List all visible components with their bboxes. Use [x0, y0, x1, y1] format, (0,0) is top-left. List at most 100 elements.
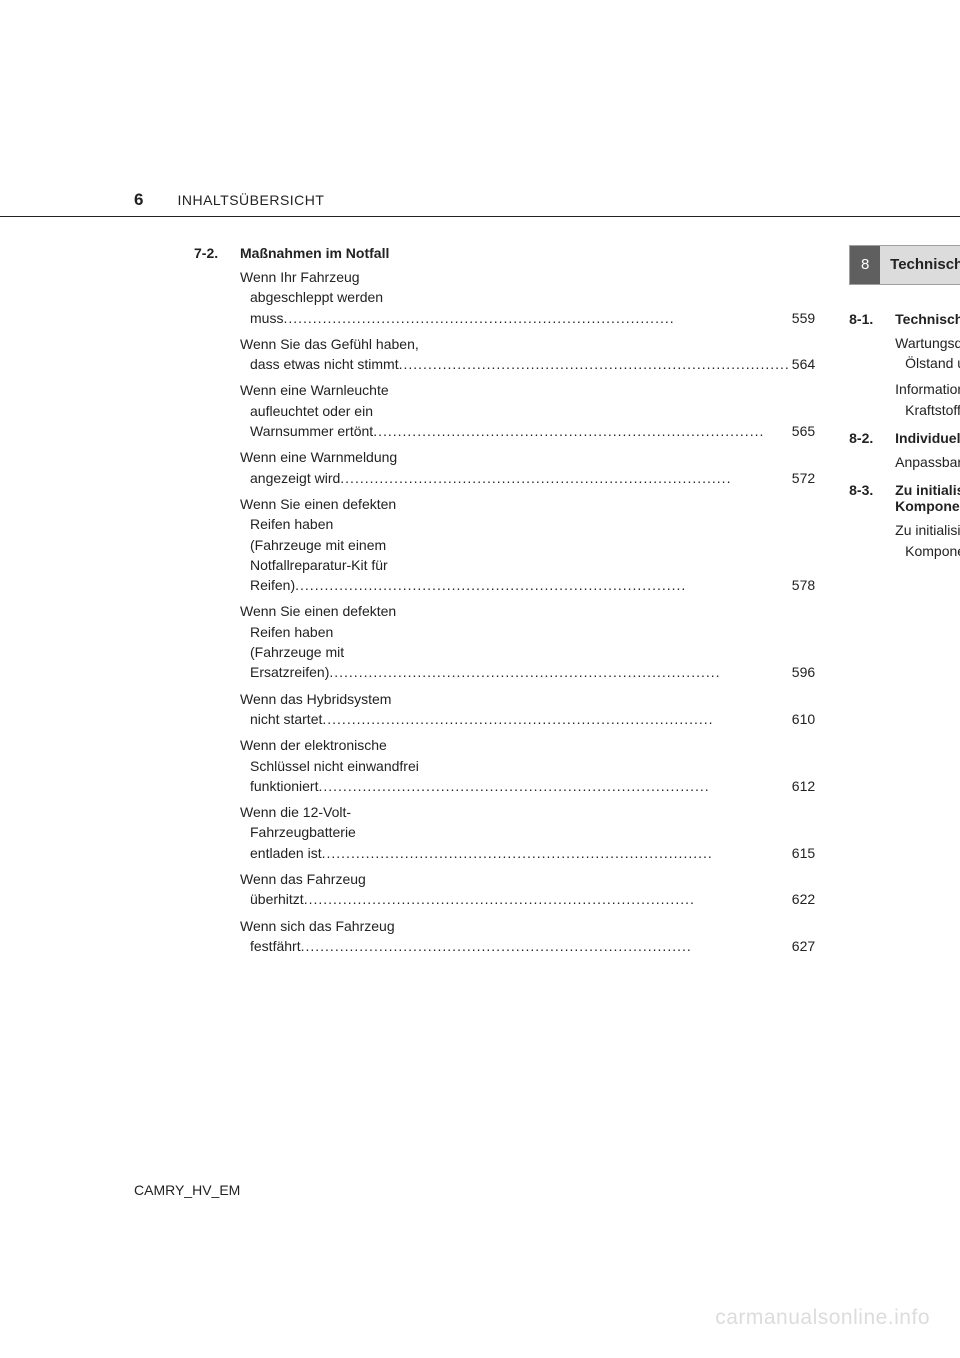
right-column: 8 Technische Daten des Fahrzeugs 8-1.Tec… — [849, 245, 960, 966]
toc-last-line: Warnsummer ertönt ......................… — [240, 421, 815, 441]
toc-text-line: Wartungsdaten (Kraftstoff, — [895, 333, 960, 353]
toc-text-line: Wenn Sie das Gefühl haben, — [240, 334, 815, 354]
toc-text-line: Wenn sich das Fahrzeug — [240, 916, 815, 936]
toc-text-line: Wenn eine Warnleuchte — [240, 380, 815, 400]
toc-text: Anpassbare Funktionen — [895, 452, 960, 472]
toc-text-line: Zu initialisierende — [895, 520, 960, 540]
toc-last-line: Reifen) ................................… — [240, 575, 815, 595]
right-sections: 8-1.Technische Daten Wartungsdaten (Kraft… — [849, 311, 960, 567]
section-number: 8-3. — [849, 482, 895, 567]
toc-page-number: 612 — [790, 776, 815, 796]
toc-text: Ersatzreifen) — [250, 662, 329, 682]
toc-text-line: Notfallreparatur-Kit für — [240, 555, 815, 575]
toc-entry: Wenn eine Warnleuchteaufleuchtet oder ei… — [240, 380, 815, 441]
chapter-number: 8 — [850, 246, 880, 284]
section-row: 8-1.Technische Daten Wartungsdaten (Kraft… — [849, 311, 960, 426]
toc-leader-dots: ........................................… — [295, 575, 790, 595]
toc-text-line: Fahrzeugbatterie — [240, 822, 815, 842]
toc-text-line: Wenn der elektronische — [240, 735, 815, 755]
toc-text: festfährt — [250, 936, 301, 956]
toc-text: dass etwas nicht stimmt — [250, 354, 399, 374]
toc-text-line: Wenn das Hybridsystem — [240, 689, 815, 709]
section-title: Zu initialisierendeKomponenten — [895, 482, 960, 514]
chapter-tab: 8 Technische Daten des Fahrzeugs — [849, 245, 960, 285]
toc-text-line: (Fahrzeuge mit — [240, 642, 815, 662]
toc-entry: Wenn sich das Fahrzeugfestfährt ........… — [240, 916, 815, 957]
section-number: 8-1. — [849, 311, 895, 426]
toc-text-line: Wenn das Fahrzeug — [240, 869, 815, 889]
section-title: Technische Daten — [895, 311, 960, 327]
section-title: Individuelle Anpassung — [895, 430, 960, 446]
toc-text: funktioniert — [250, 776, 318, 796]
toc-text-line: Informationen zum — [895, 379, 960, 399]
section-body: Maßnahmen im Notfall Wenn Ihr Fahrzeugab… — [240, 245, 815, 962]
toc-text: überhitzt — [250, 889, 304, 909]
footer-code: CAMRY_HV_EM — [134, 1182, 240, 1198]
toc-entry: Wenn Ihr Fahrzeugabgeschleppt werdenmuss… — [240, 267, 815, 328]
section-number: 8-2. — [849, 430, 895, 478]
toc-page-number: 615 — [790, 843, 815, 863]
toc-leader-dots: ........................................… — [322, 843, 790, 863]
toc-entry: Wenn Sie das Gefühl haben,dass etwas nic… — [240, 334, 815, 375]
toc-leader-dots: ........................................… — [301, 936, 790, 956]
toc-text-line: Wenn Sie einen defekten — [240, 601, 815, 621]
toc-last-line: Ölstand usw.) ..........................… — [895, 353, 960, 373]
watermark: carmanualsonline.info — [715, 1306, 930, 1330]
toc-text-line: Wenn eine Warnmeldung — [240, 447, 815, 467]
toc-leader-dots: ........................................… — [373, 421, 790, 441]
page-header: 6 INHALTSÜBERSICHT — [134, 190, 838, 210]
section-number: 7-2. — [194, 245, 240, 962]
toc-entry: Wenn eine Warnmeldungangezeigt wird ....… — [240, 447, 815, 488]
toc-page-number: 559 — [790, 308, 815, 328]
toc-page-number: 622 — [790, 889, 815, 909]
header-rule — [0, 216, 960, 217]
toc-page-number: 627 — [790, 936, 815, 956]
section-body: Technische Daten Wartungsdaten (Kraftstof… — [895, 311, 960, 426]
toc-last-line: überhitzt ..............................… — [240, 889, 815, 909]
toc-leader-dots: ........................................… — [304, 889, 790, 909]
toc-leader-dots: ........................................… — [329, 662, 789, 682]
toc-text: Komponenten — [905, 541, 960, 561]
toc-text-line: (Fahrzeuge mit einem — [240, 535, 815, 555]
section-body: Individuelle Anpassung Anpassbare Funktio… — [895, 430, 960, 478]
toc-text-line: abgeschleppt werden — [240, 287, 815, 307]
toc-last-line: angezeigt wird .........................… — [240, 468, 815, 488]
toc-text-line: Schlüssel nicht einwandfrei — [240, 756, 815, 776]
toc-page-number: 564 — [790, 354, 815, 374]
toc-page-number: 610 — [790, 709, 815, 729]
toc-entry: Wenn die 12-Volt-Fahrzeugbatterieentlade… — [240, 802, 815, 863]
toc-text: angezeigt wird — [250, 468, 340, 488]
page-number: 6 — [134, 190, 143, 210]
toc-last-line: dass etwas nicht stimmt ................… — [240, 354, 815, 374]
section-body: Zu initialisierendeKomponentenZu initial… — [895, 482, 960, 567]
toc-text: Kraftstoff — [905, 400, 960, 420]
toc-leader-dots: ........................................… — [283, 308, 789, 328]
toc-text: muss — [250, 308, 283, 328]
toc-text-line: Wenn die 12-Volt- — [240, 802, 815, 822]
section-row: 8-3.Zu initialisierendeKomponentenZu ini… — [849, 482, 960, 567]
toc-leader-dots: ........................................… — [318, 776, 789, 796]
toc-last-line: Ersatzreifen) ..........................… — [240, 662, 815, 682]
section-title: Maßnahmen im Notfall — [240, 245, 815, 261]
toc-entry: Anpassbare Funktionen ..................… — [895, 452, 960, 472]
header-title: INHALTSÜBERSICHT — [177, 192, 324, 208]
toc-text-line: Wenn Ihr Fahrzeug — [240, 267, 815, 287]
toc-entries: Wenn Ihr Fahrzeugabgeschleppt werdenmuss… — [240, 267, 815, 956]
toc-text: Ölstand usw.) — [905, 353, 960, 373]
toc-entry: Wenn das Fahrzeugüberhitzt .............… — [240, 869, 815, 910]
toc-entry: Zu initialisierendeKomponenten .........… — [895, 520, 960, 561]
page-container: 6 INHALTSÜBERSICHT 7-2. Maßnahmen im Not… — [0, 0, 960, 1358]
toc-text: Warnsummer ertönt — [250, 421, 373, 441]
toc-leader-dots: ........................................… — [340, 468, 790, 488]
toc-entry: Informationen zumKraftstoff ............… — [895, 379, 960, 420]
toc-last-line: festfährt ..............................… — [240, 936, 815, 956]
toc-leader-dots: ........................................… — [322, 709, 789, 729]
toc-text: Reifen) — [250, 575, 295, 595]
section-row: 8-2.Individuelle Anpassung Anpassbare Fun… — [849, 430, 960, 478]
toc-leader-dots: ........................................… — [399, 354, 790, 374]
toc-last-line: muss ...................................… — [240, 308, 815, 328]
toc-page-number: 572 — [790, 468, 815, 488]
toc-entry: Wenn der elektronischeSchlüssel nicht ei… — [240, 735, 815, 796]
chapter-title: Technische Daten des Fahrzeugs — [880, 246, 960, 284]
toc-entry: Wenn Sie einen defektenReifen haben(Fahr… — [240, 494, 815, 595]
